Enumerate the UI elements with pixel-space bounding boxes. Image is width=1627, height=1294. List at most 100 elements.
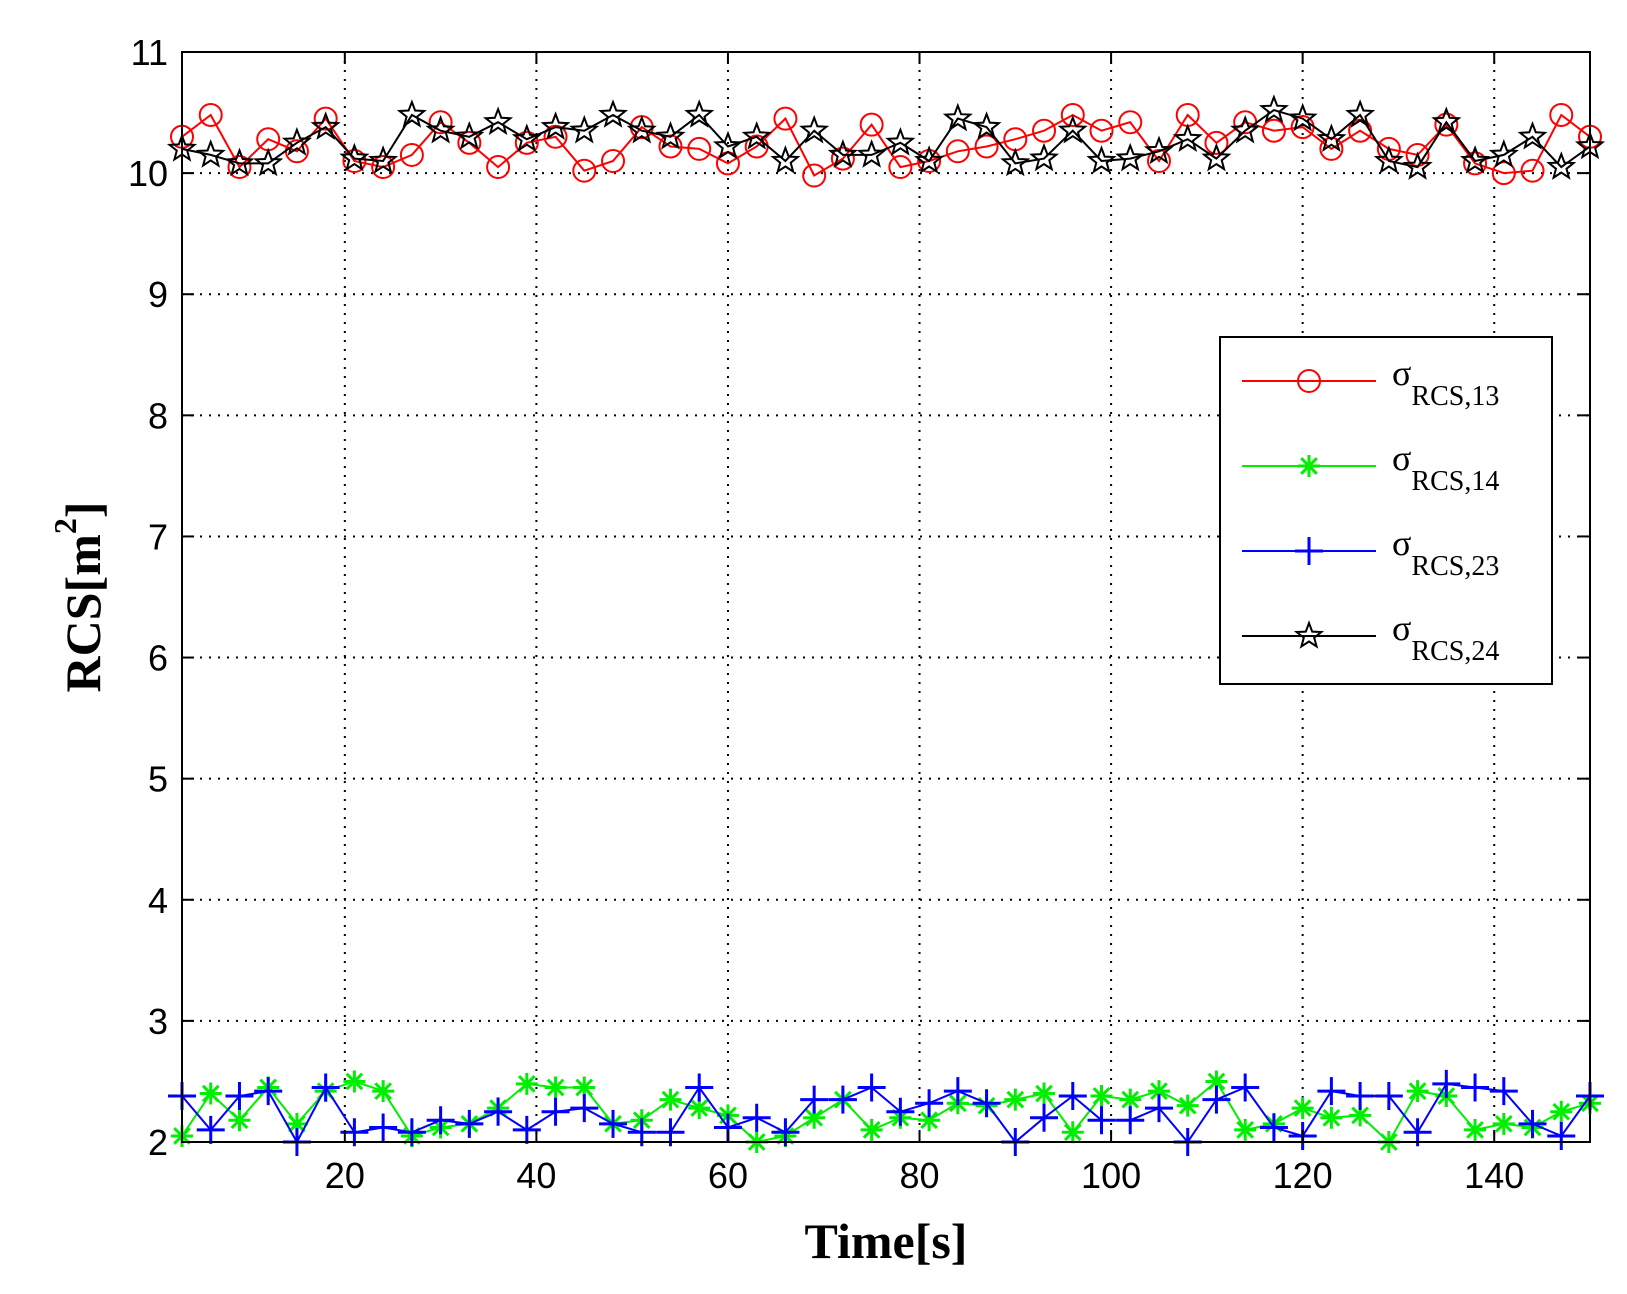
data-point	[1291, 1097, 1314, 1120]
data-point	[800, 1085, 829, 1114]
data-point	[1520, 158, 1545, 183]
data-point	[484, 1097, 513, 1126]
data-point	[1461, 1073, 1490, 1102]
data-point	[1316, 123, 1347, 152]
data-point	[1060, 102, 1085, 127]
axis-ticks: 20 40 60 80 100 120 140 2 3 4 5 6 7 8 9 10 11	[128, 32, 1590, 1196]
grid-lines	[182, 52, 1590, 1142]
data-point	[313, 106, 338, 131]
data-point	[1492, 1112, 1515, 1135]
legend-subscript: RCS,14	[1411, 466, 1499, 497]
data-point	[1147, 1080, 1170, 1103]
x-tick-label: 140	[1464, 1155, 1524, 1196]
data-point	[428, 110, 453, 135]
data-point	[1115, 142, 1146, 172]
data-point	[1373, 145, 1404, 174]
data-point	[888, 155, 913, 180]
data-point	[426, 1106, 455, 1135]
data-point	[1546, 151, 1577, 180]
data-point	[1004, 1088, 1027, 1111]
data-point	[1431, 106, 1462, 136]
data-point	[515, 1072, 538, 1095]
data-point	[1119, 1088, 1142, 1111]
data-point	[773, 106, 798, 131]
series-line	[181, 113, 1591, 177]
series-13	[170, 102, 1602, 188]
legend-label: σRCS,24	[1392, 608, 1499, 667]
y-tick-label: 8	[148, 395, 168, 436]
data-point	[1087, 1106, 1116, 1135]
data-point	[886, 1097, 915, 1126]
data-point	[659, 1088, 682, 1111]
data-point	[915, 1089, 944, 1118]
data-point	[942, 102, 973, 132]
legend-entry: σRCS,14	[1242, 438, 1499, 497]
series-24	[166, 94, 1606, 180]
data-point	[1090, 1084, 1113, 1107]
data-point	[399, 142, 424, 167]
legend-subscript: RCS,13	[1411, 381, 1499, 412]
y-tick-label: 5	[148, 759, 168, 800]
data-point	[1201, 142, 1232, 172]
data-point	[455, 1109, 484, 1138]
data-point	[1029, 142, 1060, 172]
data-point	[1464, 1118, 1487, 1141]
data-point	[598, 99, 629, 128]
data-point	[971, 111, 1002, 140]
data-point	[1202, 1085, 1231, 1114]
data-point	[457, 130, 482, 155]
x-tick-label: 20	[325, 1155, 365, 1196]
data-point	[1000, 147, 1031, 177]
data-point	[1231, 1073, 1260, 1102]
data-point	[425, 114, 456, 144]
data-point	[254, 1077, 283, 1106]
data-point	[601, 149, 626, 173]
x-tick-label: 60	[708, 1155, 748, 1196]
data-point	[1033, 1082, 1056, 1105]
data-point	[1402, 151, 1433, 180]
legend-symbol: σ	[1392, 353, 1411, 393]
x-tick-label: 120	[1273, 1155, 1333, 1196]
legend-label: σRCS,14	[1392, 438, 1499, 497]
data-point	[543, 124, 568, 149]
data-point	[224, 147, 255, 177]
data-point	[802, 163, 827, 188]
data-point	[688, 1097, 711, 1120]
x-tick-label: 80	[900, 1155, 940, 1196]
data-point	[684, 99, 715, 128]
legend-entry: σRCS,23	[1242, 523, 1499, 582]
data-point	[454, 120, 485, 150]
legend-symbol: σ	[1392, 438, 1411, 478]
data-point	[1432, 1069, 1461, 1098]
data-point	[1317, 1077, 1346, 1106]
data-point	[741, 120, 772, 150]
data-point	[540, 111, 571, 140]
data-point	[512, 1115, 541, 1144]
data-point	[1057, 114, 1088, 144]
legend-marker	[1295, 537, 1323, 565]
data-point	[310, 111, 341, 140]
y-tick-label: 10	[128, 153, 168, 194]
data-point	[827, 139, 859, 168]
data-point	[228, 1109, 251, 1132]
data-point	[253, 147, 284, 177]
legend-label: σRCS,13	[1392, 353, 1499, 412]
data-point	[974, 134, 999, 159]
data-point	[770, 145, 801, 174]
y-axis-title-close: ]	[55, 502, 111, 519]
data-point	[195, 139, 226, 168]
data-point	[1517, 120, 1548, 150]
x-tick-label: 100	[1081, 1155, 1141, 1196]
data-point	[1146, 149, 1171, 173]
data-point	[1089, 118, 1114, 143]
data-point	[918, 1109, 941, 1132]
y-tick-label: 2	[148, 1122, 168, 1163]
data-point	[281, 126, 312, 156]
data-point	[857, 1073, 886, 1102]
legend-symbol: σ	[1392, 608, 1411, 648]
data-point	[1349, 1104, 1372, 1127]
data-point	[828, 1085, 857, 1114]
y-axis-title-superscript: 2	[47, 518, 83, 534]
data-point	[541, 1097, 570, 1126]
legend-box	[1219, 336, 1553, 685]
